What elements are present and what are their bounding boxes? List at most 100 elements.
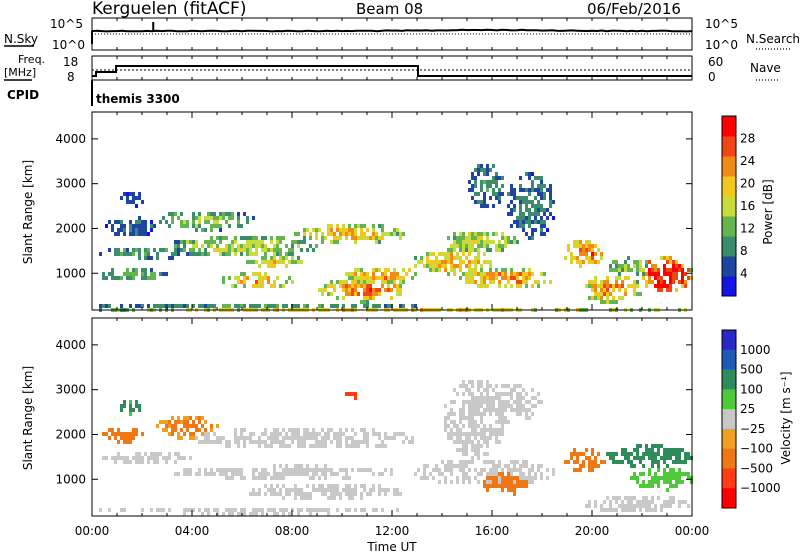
heatmap-cell	[399, 492, 402, 496]
heatmap-cell	[633, 508, 636, 512]
heatmap-cell	[513, 492, 516, 496]
heatmap-cell	[567, 460, 570, 464]
heatmap-cell	[195, 252, 198, 256]
heatmap-cell	[486, 380, 489, 384]
heatmap-cell	[219, 248, 222, 252]
heatmap-cell	[240, 304, 243, 308]
heatmap-cell	[681, 472, 684, 476]
heatmap-cell	[525, 412, 528, 416]
power-y-label: Slant Range [km]	[21, 160, 35, 264]
heatmap-cell	[537, 392, 540, 396]
heatmap-cell	[627, 276, 630, 280]
heatmap-cell	[309, 492, 312, 496]
heatmap-cell	[474, 264, 477, 268]
heatmap-cell	[336, 432, 339, 436]
heatmap-cell	[462, 480, 465, 484]
heatmap-cell	[396, 272, 399, 276]
heatmap-cell	[486, 436, 489, 440]
heatmap-cell	[294, 436, 297, 440]
heatmap-cell	[117, 456, 120, 460]
heatmap-cell	[234, 236, 237, 240]
heatmap-cell	[441, 264, 444, 268]
heatmap-cell	[594, 504, 597, 508]
heatmap-cell	[207, 440, 210, 444]
heatmap-cell	[585, 256, 588, 260]
heatmap-cell	[522, 188, 525, 192]
heatmap-cell	[534, 220, 537, 224]
heatmap-cell	[285, 508, 288, 512]
heatmap-cell	[471, 428, 474, 432]
heatmap-cell	[348, 496, 351, 500]
heatmap-cell	[471, 380, 474, 384]
heatmap-cell	[237, 512, 240, 516]
heatmap-cell	[624, 264, 627, 268]
heatmap-cell	[570, 452, 573, 456]
heatmap-cell	[156, 452, 159, 456]
heatmap-cell	[681, 480, 684, 484]
heatmap-cell	[423, 468, 426, 472]
heatmap-cell	[624, 268, 627, 272]
heatmap-cell	[465, 432, 468, 436]
heatmap-cell	[138, 408, 141, 412]
heatmap-cell	[513, 468, 516, 472]
heatmap-cell	[660, 508, 663, 512]
heatmap-cell	[645, 444, 648, 448]
heatmap-cell	[486, 244, 489, 248]
heatmap-cell	[435, 260, 438, 264]
heatmap-cell	[375, 236, 378, 240]
heatmap-cell	[141, 220, 144, 224]
heatmap-cell	[264, 276, 267, 280]
heatmap-cell	[666, 456, 669, 460]
heatmap-cell	[336, 436, 339, 440]
heatmap-cell	[219, 240, 222, 244]
heatmap-cell	[252, 240, 255, 244]
heatmap-cell	[240, 428, 243, 432]
colorbar-swatch	[722, 256, 736, 277]
heatmap-cell	[519, 216, 522, 220]
heatmap-cell	[606, 296, 609, 300]
heatmap-cell	[594, 284, 597, 288]
heatmap-cell	[483, 276, 486, 280]
heatmap-cell	[150, 220, 153, 224]
heatmap-cell	[345, 472, 348, 476]
heatmap-cell	[159, 304, 162, 308]
heatmap-cell	[372, 272, 375, 276]
heatmap-cell	[285, 280, 288, 284]
heatmap-cell	[498, 464, 501, 468]
heatmap-cell	[447, 248, 450, 252]
heatmap-cell	[486, 172, 489, 176]
heatmap-cell	[342, 468, 345, 472]
heatmap-cell	[111, 432, 114, 436]
heatmap-cell	[201, 512, 204, 516]
heatmap-cell	[444, 468, 447, 472]
heatmap-cell	[348, 292, 351, 296]
heatmap-cell	[117, 220, 120, 224]
heatmap-cell	[123, 232, 126, 236]
heatmap-cell	[477, 456, 480, 460]
heatmap-cell	[474, 468, 477, 472]
heatmap-cell	[498, 244, 501, 248]
heatmap-cell	[426, 252, 429, 256]
heatmap-cell	[636, 504, 639, 508]
heatmap-cell	[273, 252, 276, 256]
heatmap-cell	[528, 192, 531, 196]
heatmap-cell	[297, 488, 300, 492]
heatmap-cell	[255, 468, 258, 472]
heatmap-cell	[477, 248, 480, 252]
heatmap-cell	[591, 452, 594, 456]
heatmap-cell	[600, 252, 603, 256]
heatmap-cell	[465, 244, 468, 248]
heatmap-cell	[585, 252, 588, 256]
power-heatmap	[99, 164, 693, 312]
heatmap-cell	[288, 444, 291, 448]
heatmap-cell	[183, 468, 186, 472]
heatmap-cell	[600, 504, 603, 508]
colorbar-swatch	[722, 369, 736, 390]
heatmap-cell	[258, 284, 261, 288]
heatmap-cell	[348, 476, 351, 480]
heatmap-cell	[426, 256, 429, 260]
heatmap-cell	[237, 212, 240, 216]
heatmap-cell	[606, 452, 609, 456]
heatmap-cell	[99, 508, 102, 512]
